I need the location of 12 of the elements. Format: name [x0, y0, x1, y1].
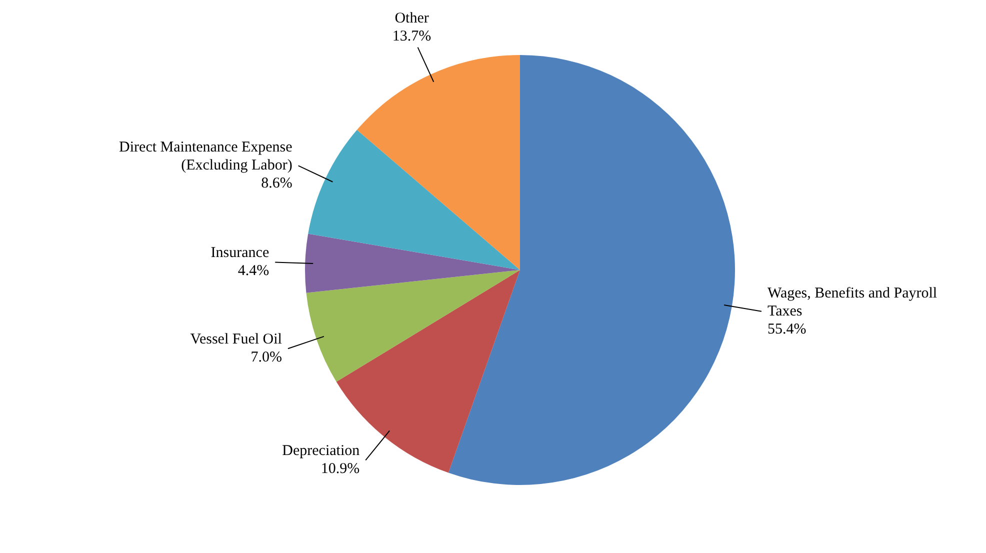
slice-label: Other	[394, 10, 429, 26]
slice-label: Wages, Benefits and Payroll Taxes	[767, 285, 938, 320]
slice-label: Direct Maintenance Expense (Excluding Labor)	[119, 140, 293, 174]
data-label: 13.7%	[392, 28, 432, 44]
slice-label: Depreciation	[282, 443, 360, 460]
data-label: 10.9%	[320, 461, 360, 478]
slice-label: Insurance	[210, 245, 270, 262]
data-label: 4.4%	[238, 263, 270, 280]
slice-label: Vessel Fuel Oil	[190, 332, 282, 348]
data-label: 55.4%	[767, 321, 806, 338]
data-label: 8.6%	[261, 176, 292, 192]
data-label: 7.0%	[250, 350, 282, 366]
